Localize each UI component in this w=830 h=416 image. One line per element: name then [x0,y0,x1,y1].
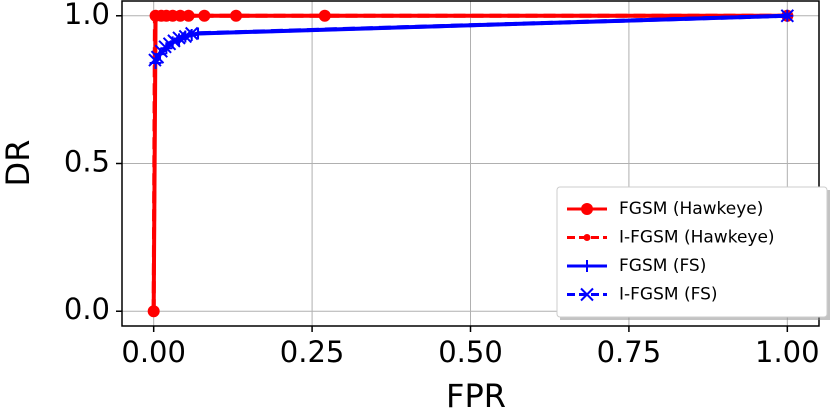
data-point [184,26,199,41]
data-point [780,9,795,23]
legend-label: I-FGSM (Hawkeye) [619,228,775,248]
data-point [156,12,164,20]
y-tick-label: 1.0 [64,0,110,31]
x-axis-label: FPR [446,377,506,415]
series-line [153,13,788,64]
x-tick-label: 0.25 [280,335,345,369]
x-tick-label: 0.75 [597,335,662,369]
y-tick-label: 0.0 [64,292,110,326]
data-point [174,9,187,22]
plot-frame [121,0,820,327]
data-point [150,50,165,64]
data-point [150,307,158,315]
series-line [151,13,788,312]
legend-box [556,186,828,318]
data-point [151,12,159,20]
legend-marker [581,203,593,215]
x-tick-label: 0.50 [438,335,503,369]
legend-marker [583,234,591,241]
y-tick-label: 0.5 [64,145,110,179]
legend-label: I-FGSM (FS) [619,285,718,305]
data-point [318,9,331,22]
x-tick-label: 1.00 [755,335,820,369]
legend-label: FGSM (Hawkeye) [619,199,763,219]
legend-marker [580,287,594,302]
legend-marker [581,260,593,272]
x-tick-label: 0.00 [121,335,186,369]
series-line [153,13,788,62]
y-axis-label: DR [0,140,37,187]
data-point [181,12,189,20]
legend-label: FGSM (FS) [619,256,706,276]
data-point [230,9,243,22]
